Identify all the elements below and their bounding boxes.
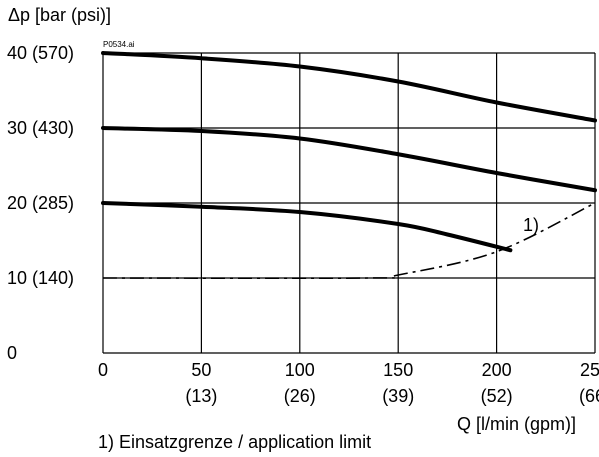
series-line: [101, 126, 597, 193]
y-axis-label: Δp [bar (psi)]: [8, 5, 111, 25]
footnote: 1) Einsatzgrenze / application limit: [98, 432, 371, 452]
y-tick-label: 30 (430): [7, 118, 74, 138]
x-tick-sublabel: (39): [382, 386, 414, 406]
x-tick-label: 200: [482, 360, 512, 380]
y-tick-label: 20 (285): [7, 193, 74, 213]
x-tick-label: 50: [191, 360, 211, 380]
y-tick-labels: 0 10 (140) 20 (285) 30 (430) 40 (570): [7, 43, 74, 363]
series-line: [101, 51, 597, 123]
x-tick-label: 0: [98, 360, 108, 380]
x-tick-label: 150: [383, 360, 413, 380]
x-axis-label: Q [l/min (gpm)]: [457, 414, 576, 434]
grid: [102, 52, 596, 354]
file-tag: P0534.ai: [103, 40, 135, 49]
x-tick-label: 250: [580, 360, 599, 380]
series-line: [101, 201, 513, 253]
application-limit-line: [102, 202, 596, 280]
y-tick-label: 10 (140): [7, 268, 74, 288]
y-tick-label: 40 (570): [7, 43, 74, 63]
series-lines: [101, 51, 597, 280]
x-tick-label: 100: [285, 360, 315, 380]
x-tick-sublabel: (26): [284, 386, 316, 406]
y-tick-label: 0: [7, 343, 17, 363]
x-tick-sublabel: (13): [185, 386, 217, 406]
x-tick-sublabel: (66): [579, 386, 599, 406]
x-tick-labels: 0 50 (13) 100 (26) 150 (39) 200 (52) 250 (66): [98, 360, 599, 406]
limit-marker-label: 1): [523, 215, 539, 235]
x-tick-sublabel: (52): [481, 386, 513, 406]
